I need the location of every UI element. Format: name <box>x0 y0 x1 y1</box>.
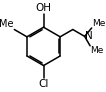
Text: Me: Me <box>0 19 13 29</box>
Text: Cl: Cl <box>38 79 49 89</box>
Text: Me: Me <box>91 46 104 55</box>
Text: Me: Me <box>92 18 105 28</box>
Text: N: N <box>85 31 93 41</box>
Text: OH: OH <box>36 3 52 13</box>
